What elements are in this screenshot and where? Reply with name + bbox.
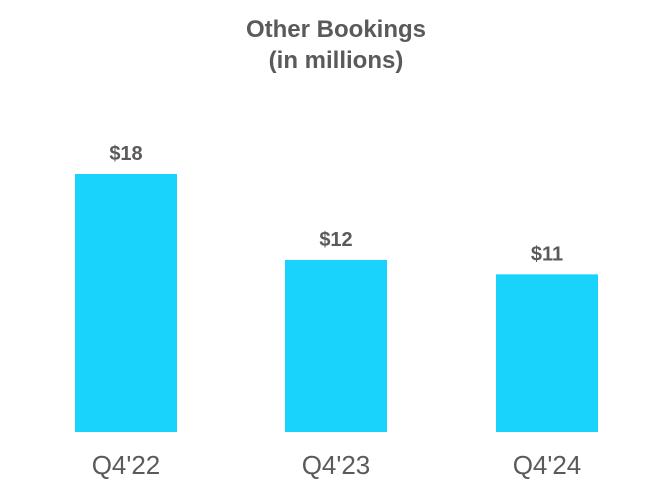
x-tick-label-Q4'22: Q4'22 — [92, 450, 161, 480]
x-tick-label-Q4'23: Q4'23 — [302, 450, 371, 480]
x-tick-label-Q4'24: Q4'24 — [513, 450, 582, 480]
chart-title-block: Other Bookings (in millions) — [0, 14, 672, 76]
chart-title: Other Bookings — [245, 16, 426, 43]
data-label-Q4'23: $12 — [319, 229, 352, 251]
bar-Q4'24 — [496, 274, 598, 432]
bar-Q4'23 — [285, 260, 387, 432]
bar-Q4'22 — [75, 174, 177, 432]
data-label-Q4'22: $18 — [109, 143, 142, 165]
data-label-Q4'24: $11 — [531, 243, 563, 265]
chart-subtitle: (in millions) — [268, 47, 404, 74]
